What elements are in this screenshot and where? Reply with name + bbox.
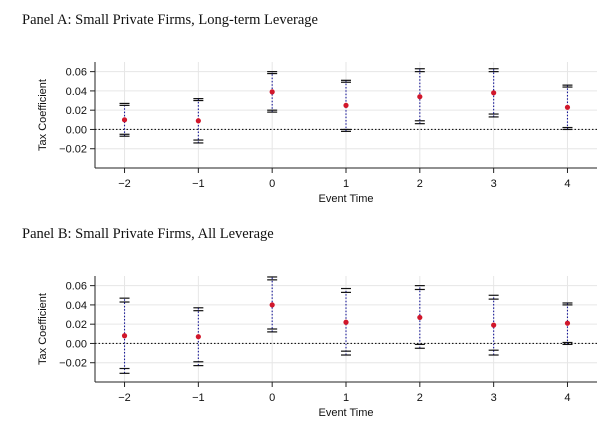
- x-tick-label: 0: [269, 392, 275, 404]
- point-estimate: [564, 104, 571, 110]
- y-tick-label: 0.04: [66, 300, 87, 312]
- x-tick-label: 3: [491, 178, 497, 190]
- x-tick-label: −1: [192, 392, 205, 404]
- point-estimate: [195, 334, 201, 340]
- point-estimate: [121, 333, 128, 339]
- y-axis-label: Tax Coefficient: [37, 79, 49, 151]
- y-tick-label: 0.06: [66, 67, 87, 79]
- x-tick-label: −1: [192, 178, 205, 190]
- x-tick-label: 2: [417, 392, 423, 404]
- x-tick-label: −2: [118, 178, 131, 190]
- y-tick-label: −0.02: [59, 144, 87, 156]
- point-estimate: [343, 102, 349, 108]
- x-tick-label: 1: [343, 178, 349, 190]
- point-estimate: [269, 302, 275, 308]
- point-estimate: [343, 319, 349, 325]
- y-axis-label: Tax Coefficient: [37, 293, 49, 365]
- y-tick-label: 0.04: [66, 86, 87, 98]
- x-tick-label: 3: [491, 392, 497, 404]
- panel-b-title: Panel B: Small Private Firms, All Levera…: [22, 226, 274, 242]
- point-estimate: [269, 89, 275, 95]
- point-estimate: [564, 320, 571, 326]
- y-tick-label: 0.06: [66, 281, 87, 293]
- y-tick-label: 0.02: [66, 105, 87, 117]
- x-tick-label: 1: [343, 392, 349, 404]
- panel-a-title: Panel A: Small Private Firms, Long-term …: [22, 12, 318, 28]
- point-estimate: [417, 314, 423, 321]
- point-estimate: [417, 94, 423, 100]
- x-axis-label: Event Time: [318, 407, 373, 419]
- y-tick-label: −0.02: [59, 358, 87, 370]
- panel-a-chart: 0.06 0.04 0.02 0.00 −0.02 −2 −1 0 1 2 3 4 Event Time…: [37, 62, 597, 205]
- x-tick-label: −2: [118, 392, 131, 404]
- y-tick-label: 0.00: [66, 338, 87, 350]
- x-tick-label: 4: [564, 178, 570, 190]
- x-tick-label: 2: [417, 178, 423, 190]
- panel-b-chart: 0.06 0.04 0.02 0.00 −0.02 −2 −1 0 1 2 3 4 Event Time…: [37, 276, 597, 419]
- point-estimate: [195, 118, 201, 124]
- point-estimate: [491, 322, 497, 328]
- x-tick-label: 4: [564, 392, 570, 404]
- x-axis-label: Event Time: [318, 193, 373, 205]
- point-estimate: [491, 90, 497, 96]
- point-estimate: [121, 117, 128, 123]
- y-tick-label: 0.00: [66, 124, 87, 136]
- x-tick-label: 0: [269, 178, 275, 190]
- y-tick-label: 0.02: [66, 319, 87, 331]
